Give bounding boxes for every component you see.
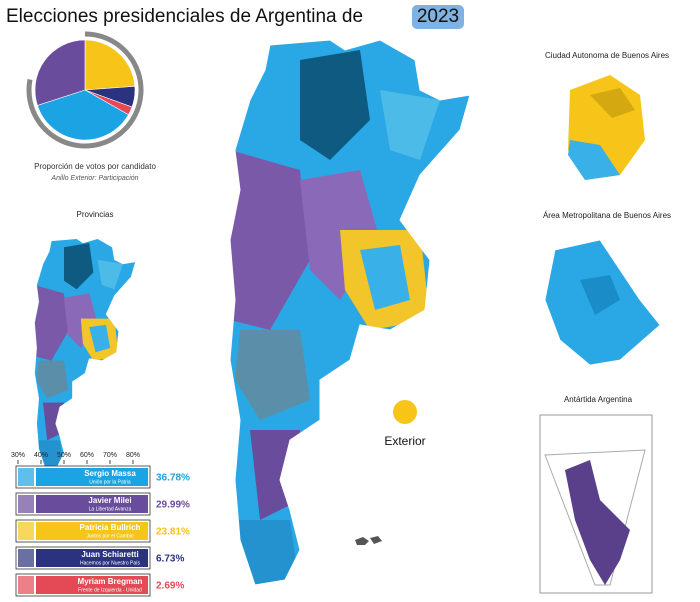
candidate-percent: 29.99% [156,500,190,511]
main-map [220,30,480,600]
candidate-party: Unión por la Patria [89,479,131,485]
scale-label: 30% [11,452,25,459]
pie-slice [37,89,129,141]
candidate-icon [18,576,34,594]
candidate-percent: 6.73% [156,554,184,565]
antarctica-label: Antártida Argentina [564,395,633,404]
candidate-icon [18,495,34,513]
candidate-name: Sergio Massa [84,469,136,478]
candidate-icon [18,468,34,486]
pie-subcaption: Anillo Exterior: Participación [50,175,138,182]
scale-label: 70% [103,452,117,459]
pie-slice [34,39,86,106]
candidate-icon [18,549,34,567]
candidate-name: Patricia Bullrich [80,523,141,532]
abroad-label: Exterior [384,434,425,448]
title-year: 2023 [417,6,459,27]
candidate-name: Myriam Bregman [78,577,143,586]
candidate-percent: 36.78% [156,473,190,484]
candidate-party: Frente de Izquierda - Unidad [78,587,142,593]
amba-label: Área Metropolitana de Buenos Aires [543,211,671,220]
candidate-bar [36,522,148,540]
amba-map [544,239,661,366]
candidate-bar [36,468,148,486]
scale-label: 80% [126,452,140,459]
pie-chart [26,31,144,149]
antarctica-map [539,414,653,594]
scale-label: 60% [80,452,94,459]
candidate-bar [36,495,148,513]
scale: 30% 40% 50% 60% 70% 80% [11,452,140,464]
candidate-bar [36,549,148,567]
year-highlight [412,5,464,29]
abroad-marker [393,400,417,424]
falklands [355,536,382,545]
candidate-bar [36,576,148,594]
candidate-percent: 23.81% [156,527,190,538]
pie-caption: Proporción de votos por candidato [34,162,156,171]
provinces-label: Provincias [77,210,114,219]
candidate-party: La Libertad Avanza [89,506,132,512]
candidate-name: Javier Milei [88,496,131,505]
participation-ring [26,31,144,149]
title: Elecciones presidenciales de Argentina d… [6,6,363,27]
candidate-icon [18,522,34,540]
provinces-map [30,235,139,474]
caba-map [568,75,645,180]
scale-label: 40% [34,452,48,459]
candidate-party: Juntos por el Cambio [86,533,133,539]
candidate-name: Juan Schiaretti [81,550,138,559]
candidate-party: Hacemos por Nuestro País [80,560,141,566]
caba-label: Ciudad Autonoma de Buenos Aires [545,51,669,60]
scale-label: 50% [57,452,71,459]
candidate-percent: 2.69% [156,581,184,592]
pie-slice [84,39,136,91]
